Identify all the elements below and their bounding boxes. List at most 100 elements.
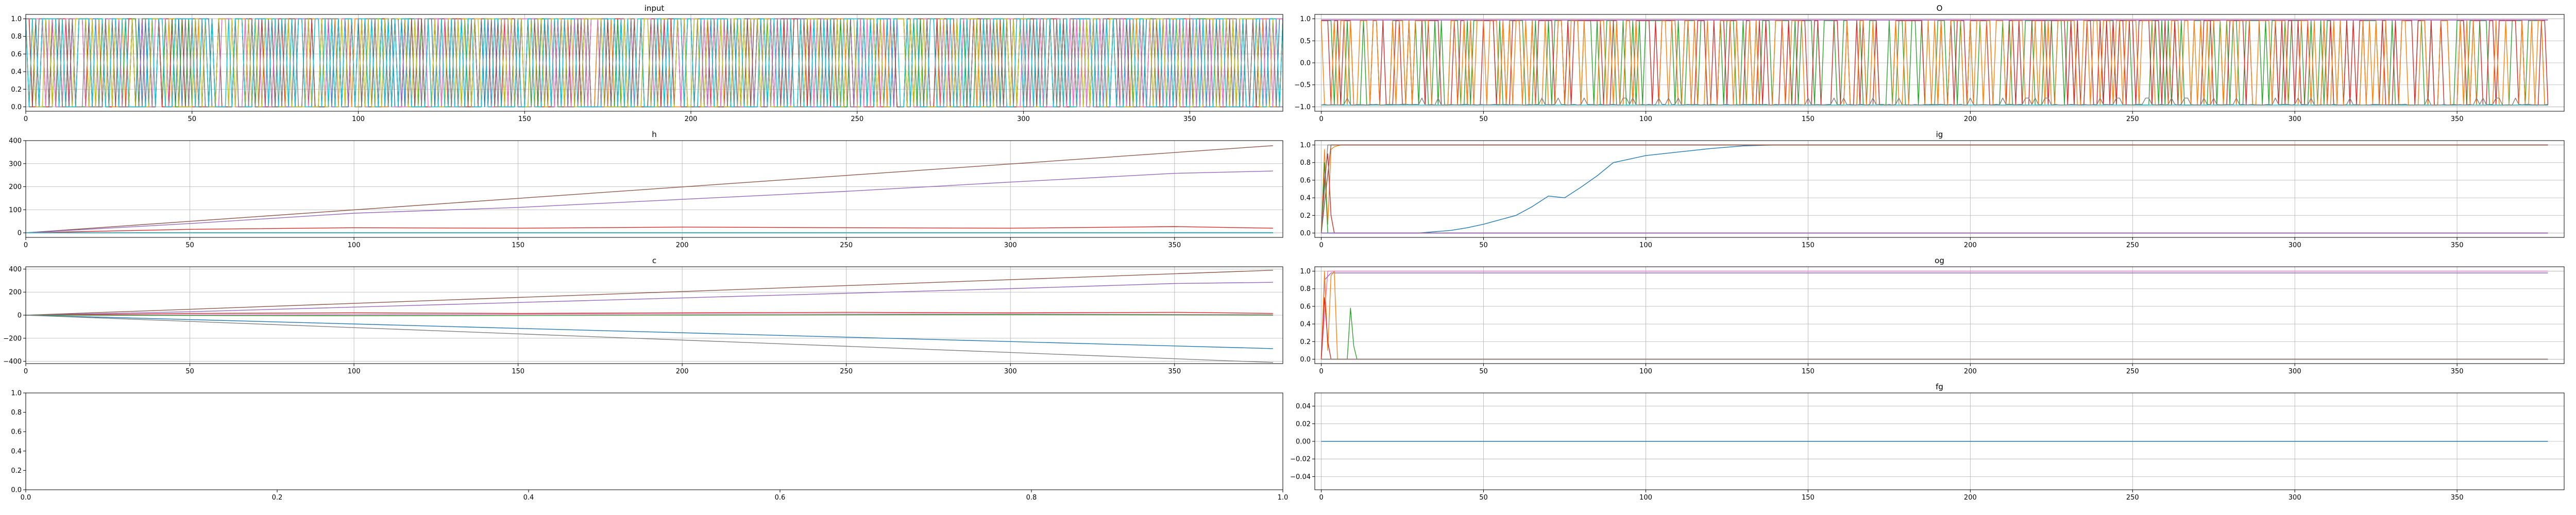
series-line-0 [26, 145, 1273, 233]
x-tick-label: 50 [185, 242, 194, 249]
y-tick-label: 1.0 [1300, 142, 1311, 149]
y-tick-label: 0.0 [1300, 60, 1311, 67]
y-tick-label: 0.00 [1296, 438, 1311, 446]
y-tick-label: 0.6 [11, 50, 22, 58]
y-tick-label: 0.8 [11, 33, 22, 41]
axes-frame [25, 140, 1283, 238]
y-tick-label: 1.0 [11, 390, 22, 398]
y-tick-label: 200 [9, 183, 22, 191]
series-line-1 [26, 18, 1283, 108]
x-tick-label: 350 [2451, 494, 2464, 502]
series-line-0 [1320, 270, 2548, 359]
y-tick-label: −200 [3, 335, 22, 342]
x-tick-label: 300 [1017, 115, 1030, 123]
series-line-4 [26, 18, 1283, 108]
x-tick-label: 250 [840, 368, 853, 375]
series-line-2 [26, 312, 1273, 316]
y-tick-label: 0.2 [1300, 212, 1311, 220]
x-tick-label: 100 [348, 242, 361, 249]
series-line-3 [1321, 307, 2548, 360]
chart-h: 0 50 100 150 200 250 300 350 0 100 200 300 400 h [9, 130, 1283, 249]
y-tick-label: 0.4 [11, 68, 22, 76]
plot-area [26, 145, 1273, 233]
x-tick-label: 350 [1183, 115, 1196, 123]
y-tick-label: 0.04 [1296, 403, 1311, 410]
chart-fg: 0 50 100 150 200 250 300 350 −0.04 −0.02 0.00 0.02 0… [1290, 382, 2565, 502]
y-tick-label: 0.4 [1300, 321, 1311, 329]
x-tick-label: 100 [1639, 368, 1652, 375]
y-tick-label: −0.04 [1290, 473, 1311, 481]
series-line-1 [1320, 272, 2548, 359]
x-tick-label: 50 [1479, 494, 1488, 502]
plot-area [1320, 19, 2549, 106]
plot-area [1320, 270, 2548, 360]
x-tick-label: 150 [1802, 368, 1815, 375]
y-tick-label: 0.2 [11, 467, 22, 475]
series-line-4 [26, 314, 1273, 316]
chart-og: 0 50 100 150 200 250 300 350 0.0 0.2 0.4 0.6 0.8 1.0 o… [1300, 256, 2565, 375]
y-tick-label: 1.0 [11, 15, 22, 23]
y-tick-label: 0.0 [1300, 356, 1311, 364]
x-tick-label: 50 [1479, 115, 1488, 123]
x-tick-label: 300 [2289, 494, 2301, 502]
x-tick-label: 0.2 [272, 494, 283, 502]
y-tick-label: 0 [18, 230, 22, 237]
chart-title: h [652, 130, 657, 139]
y-tick-label: −0.5 [1294, 81, 1311, 89]
series-line-8 [26, 18, 1283, 108]
y-tick-label: 0.8 [1300, 159, 1311, 167]
series-line-7 [26, 18, 1283, 108]
y-tick-label: 0.6 [1300, 303, 1311, 311]
x-tick-label: 300 [2289, 115, 2301, 123]
x-tick-label: 300 [2289, 368, 2301, 375]
y-tick-label: 1.0 [1300, 268, 1311, 276]
series-line-3 [1320, 153, 2548, 234]
x-tick-label: 250 [851, 115, 863, 123]
plot-area [26, 18, 1283, 108]
x-tick-label: 150 [1802, 494, 1815, 502]
y-tick-label: 1.0 [1300, 15, 1311, 23]
x-tick-label: 0 [1319, 368, 1323, 375]
y-tick-label: 0.02 [1296, 420, 1311, 428]
chart-title: O [1937, 4, 1943, 13]
x-tick-label: 350 [1168, 368, 1181, 375]
axes-frame [1314, 266, 2565, 364]
x-tick-label: 200 [676, 368, 689, 375]
series-line-4 [1320, 144, 2548, 233]
axes-frame [25, 392, 1283, 490]
x-tick-label: 300 [1004, 242, 1017, 249]
chart-o: 0 50 100 150 200 250 300 350 −1.0 −0.5 0.0 0.5 1.0 O [1294, 4, 2565, 123]
y-tick-label: 0.2 [11, 86, 22, 94]
x-tick-label: 200 [685, 115, 698, 123]
y-tick-label: 100 [9, 207, 22, 214]
x-tick-label: 0.4 [523, 494, 534, 502]
series-line-1 [1320, 144, 2548, 233]
plot-area [26, 270, 1273, 363]
y-tick-label: 0.0 [11, 104, 22, 111]
x-tick-label: 50 [1479, 242, 1488, 249]
x-tick-label: 150 [512, 242, 524, 249]
y-tick-label: 0 [18, 312, 22, 320]
y-tick-label: −400 [3, 358, 22, 366]
x-tick-label: 0.0 [21, 494, 31, 502]
axes-frame [1314, 140, 2565, 238]
x-tick-label: 0 [24, 242, 28, 249]
x-tick-label: 100 [1639, 242, 1652, 249]
series-line-4 [1321, 97, 2548, 106]
series-line-2 [1320, 270, 2548, 360]
y-tick-label: 0.6 [11, 428, 22, 436]
x-tick-label: 250 [2126, 368, 2139, 375]
chart-ig: 0 50 100 150 200 250 300 350 0.0 0.2 0.4 0.6 0.8 1.0 i… [1300, 130, 2565, 249]
x-tick-label: 50 [188, 115, 196, 123]
x-tick-label: 0.8 [1026, 494, 1037, 502]
x-tick-label: 150 [1802, 242, 1815, 249]
y-tick-label: 400 [9, 138, 22, 145]
chart-title: fg [1936, 382, 1943, 391]
chart-input: 0 50 100 150 200 250 300 350 0.0 0.2 0.4 0.6 0.8 1.0 i… [11, 4, 1283, 123]
series-line-0 [1321, 144, 2548, 234]
x-tick-label: 0 [24, 368, 28, 375]
series-line-2 [26, 226, 1273, 233]
x-tick-label: 300 [2289, 242, 2301, 249]
x-tick-label: 350 [2451, 115, 2464, 123]
